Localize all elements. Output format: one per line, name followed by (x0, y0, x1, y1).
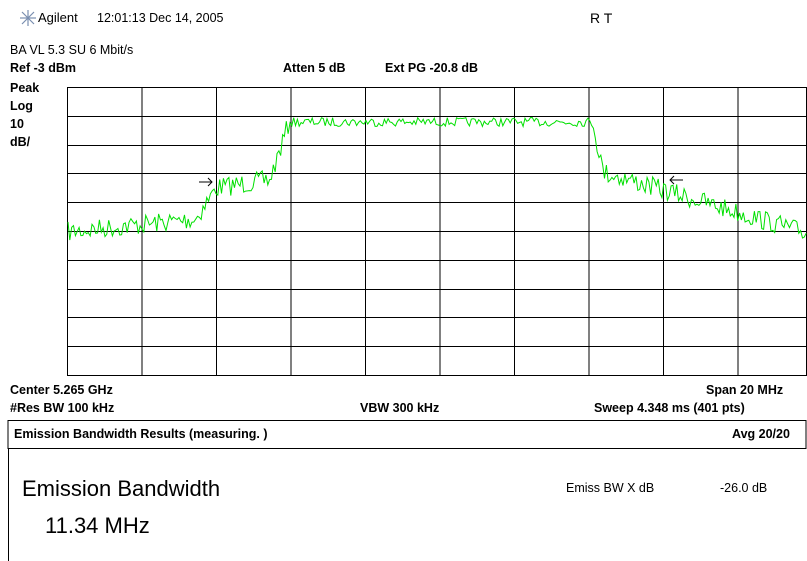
agilent-logo (20, 10, 36, 26)
results-box (7, 420, 807, 449)
result-label: Emission Bandwidth (22, 476, 221, 501)
status: R T (590, 10, 613, 26)
marker-arrows (199, 175, 683, 187)
res-bw: #Res BW 100 kHz (10, 401, 115, 415)
graticule (67, 87, 807, 376)
scale-label: Log (10, 99, 33, 113)
ref-level: Ref -3 dBm (10, 61, 76, 75)
result-value: 11.34 MHz (45, 513, 150, 538)
center-freq: Center 5.265 GHz (10, 383, 113, 397)
attenuation: Atten 5 dB (283, 61, 346, 75)
span: Span 20 MHz (706, 383, 784, 397)
scale-label: 10 (10, 117, 24, 131)
sweep: Sweep 4.348 ms (401 pts) (594, 401, 745, 415)
average-count: Avg 20/20 (732, 427, 790, 441)
ext-pg: Ext PG -20.8 dB (385, 61, 479, 75)
param-value: -26.0 dB (720, 481, 768, 495)
results-title: Emission Bandwidth Results (measuring. ) (14, 427, 268, 441)
param-label: Emiss BW X dB (566, 481, 655, 495)
vbw: VBW 300 kHz (360, 401, 440, 415)
scale-label: Peak (10, 81, 40, 95)
scale-label: dB/ (10, 135, 31, 149)
trace (67, 116, 807, 241)
timestamp: 12:01:13 Dec 14, 2005 (97, 11, 224, 25)
mode: BA VL 5.3 SU 6 Mbit/s (10, 43, 134, 57)
brand: Agilent (38, 10, 78, 25)
